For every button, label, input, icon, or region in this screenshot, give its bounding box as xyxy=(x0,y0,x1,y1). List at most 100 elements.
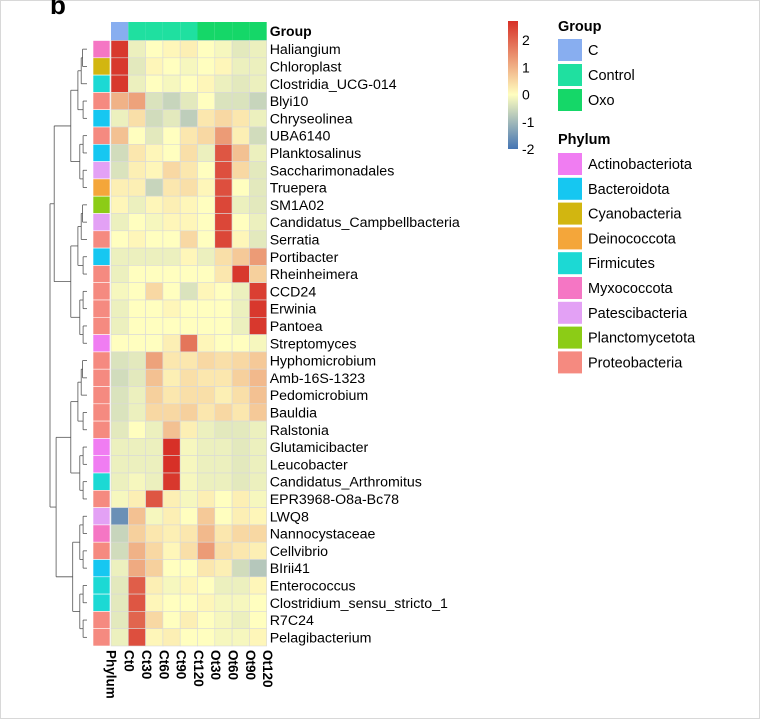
heatmap-cell xyxy=(162,299,181,318)
heatmap-cell xyxy=(179,74,198,93)
heatmap-cell xyxy=(249,74,267,93)
heatmap-cell xyxy=(249,576,267,595)
heatmap-cell xyxy=(162,559,181,578)
heatmap-cell xyxy=(128,282,146,301)
heatmap-cell xyxy=(249,403,267,422)
phylum-annotation-cell xyxy=(92,161,111,180)
heatmap-cell xyxy=(145,40,164,59)
column-label: Ct30 xyxy=(139,650,154,679)
heatmap-cell xyxy=(110,628,129,647)
heatmap-cell xyxy=(214,559,233,578)
heatmap-cell xyxy=(110,74,129,93)
heatmap-cell xyxy=(145,282,164,301)
heatmap-cell xyxy=(231,92,250,111)
heatmap-cell xyxy=(128,576,146,595)
heatmap-cell xyxy=(110,299,129,318)
row-label: Truepera xyxy=(270,181,327,197)
heatmap-cell xyxy=(197,40,216,59)
heatmap-cell xyxy=(162,109,181,128)
heatmap-cell xyxy=(197,316,216,335)
heatmap-cell xyxy=(214,213,233,232)
group-legend-swatch xyxy=(558,89,582,111)
phylum-annotation-cell xyxy=(92,144,111,162)
heatmap-cell xyxy=(110,611,129,630)
row-label: Glutamicibacter xyxy=(270,440,369,456)
heatmap-cell xyxy=(197,178,216,197)
heatmap-cell xyxy=(197,368,216,387)
heatmap-cell xyxy=(145,403,164,422)
heatmap-cell xyxy=(128,316,146,335)
heatmap-cell xyxy=(179,438,198,456)
heatmap-cell xyxy=(197,230,216,249)
heatmap-cell xyxy=(179,489,198,508)
heatmap-cell xyxy=(214,541,233,560)
heatmap-cell xyxy=(197,386,216,405)
group-legend-swatch xyxy=(558,64,582,86)
heatmap-cell xyxy=(249,126,267,145)
heatmap-cell xyxy=(179,351,198,370)
heatmap-cell xyxy=(214,247,233,266)
heatmap-cell xyxy=(162,144,181,162)
heatmap-cell xyxy=(162,403,181,422)
heatmap-cell xyxy=(162,386,181,405)
heatmap-cell xyxy=(128,351,146,370)
heatmap-cell xyxy=(179,247,198,266)
heatmap-cell xyxy=(162,265,181,283)
group-annotation-cell xyxy=(180,22,198,41)
heatmap-cell xyxy=(110,57,129,76)
heatmap-cell xyxy=(110,213,129,232)
group-annotation-cell xyxy=(232,22,250,41)
heatmap-cell xyxy=(231,351,250,370)
heatmap-cell xyxy=(179,334,198,353)
group-annotation-label: Group xyxy=(270,23,312,39)
row-label: Leucobacter xyxy=(270,457,348,473)
phylum-annotation-cell xyxy=(92,195,111,214)
heatmap-cell xyxy=(179,299,198,318)
phylum-annotation-cell xyxy=(92,92,111,111)
column-label: Ct60 xyxy=(156,650,171,679)
color-scale-tick-label: 2 xyxy=(522,32,530,48)
column-label: Ct120 xyxy=(191,650,206,687)
heatmap-cell xyxy=(128,489,146,508)
heatmap-cell xyxy=(197,161,216,180)
heatmap-cell xyxy=(249,541,267,560)
phylum-legend-label: Bacteroidota xyxy=(588,182,670,198)
color-scale-bar xyxy=(508,21,518,149)
heatmap-cell xyxy=(128,92,146,111)
heatmap-cell xyxy=(249,161,267,180)
heatmap-cell xyxy=(249,109,267,128)
color-scale-tick-label: -1 xyxy=(522,114,535,130)
heatmap-cell xyxy=(179,559,198,578)
column-label: Ot30 xyxy=(208,650,223,680)
group-annotation-title: Group xyxy=(270,23,312,39)
heatmap-cell xyxy=(231,334,250,353)
row-label: Haliangium xyxy=(270,42,341,58)
heatmap-cell xyxy=(214,403,233,422)
heatmap-cell xyxy=(214,386,233,405)
heatmap-cell xyxy=(214,628,233,647)
row-dendrogram xyxy=(49,48,87,638)
heatmap-cell xyxy=(197,195,216,214)
phylum-annotation-cell xyxy=(92,334,111,353)
heatmap-cell xyxy=(145,576,164,595)
heatmap-cell xyxy=(162,368,181,387)
heatmap-cell xyxy=(162,455,181,474)
phylum-legend-swatch xyxy=(558,326,582,349)
heatmap-cell xyxy=(162,126,181,145)
heatmap-cell xyxy=(197,420,216,439)
heatmap-cell xyxy=(231,368,250,387)
heatmap-cell xyxy=(179,178,198,197)
row-label: EPR3968-O8a-Bc78 xyxy=(270,492,399,508)
heatmap-cell xyxy=(145,247,164,266)
heatmap-cell xyxy=(110,507,129,526)
heatmap-cells xyxy=(110,40,267,647)
heatmap-cell xyxy=(145,144,164,162)
heatmap-cell xyxy=(197,299,216,318)
heatmap-cell xyxy=(162,213,181,232)
heatmap-cell xyxy=(162,438,181,456)
row-label: Portibacter xyxy=(270,250,339,266)
heatmap-cell xyxy=(145,611,164,630)
heatmap-cell xyxy=(214,161,233,180)
heatmap-cell xyxy=(179,265,198,283)
heatmap-cell xyxy=(231,386,250,405)
